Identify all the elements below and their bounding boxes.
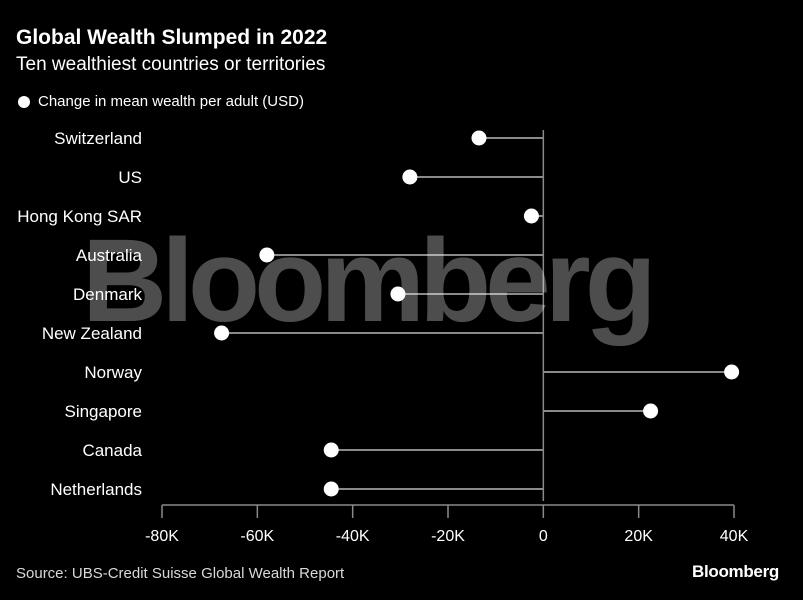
category-label: US (118, 168, 142, 187)
data-point (471, 130, 487, 146)
data-point (259, 247, 275, 263)
legend-dot-icon (18, 95, 30, 108)
category-label: Canada (82, 441, 142, 460)
category-label: Australia (76, 246, 143, 265)
data-point (643, 403, 659, 419)
category-label: Hong Kong SAR (17, 207, 142, 226)
category-label: Netherlands (50, 480, 142, 499)
chart-subtitle: Ten wealthiest countries or territories (16, 54, 326, 75)
x-tick-label: 40K (720, 528, 749, 545)
x-tick-label: -40K (336, 528, 370, 545)
category-label: Switzerland (54, 129, 142, 148)
chart-title: Global Wealth Slumped in 2022 (16, 26, 328, 49)
data-point (214, 325, 230, 341)
x-tick-label: 20K (624, 528, 653, 545)
data-point (523, 208, 539, 224)
legend-label: Change in mean wealth per adult (USD) (38, 93, 304, 110)
data-point (390, 286, 406, 302)
data-point (724, 364, 740, 380)
category-label: Denmark (73, 285, 142, 304)
data-point (323, 442, 339, 458)
legend: Change in mean wealth per adult (USD) (18, 93, 304, 110)
brand-logo: Bloomberg (691, 562, 779, 581)
data-point (323, 481, 339, 497)
category-label: Norway (84, 363, 142, 382)
data-point (402, 169, 418, 185)
x-tick-label: -20K (431, 528, 465, 545)
category-label: New Zealand (42, 324, 142, 343)
x-tick-label: -60K (240, 528, 274, 545)
x-tick-label: 0 (539, 528, 548, 545)
x-tick-label: -80K (145, 528, 179, 545)
source-note: Source: UBS-Credit Suisse Global Wealth … (16, 565, 345, 582)
category-label: Singapore (64, 402, 142, 421)
